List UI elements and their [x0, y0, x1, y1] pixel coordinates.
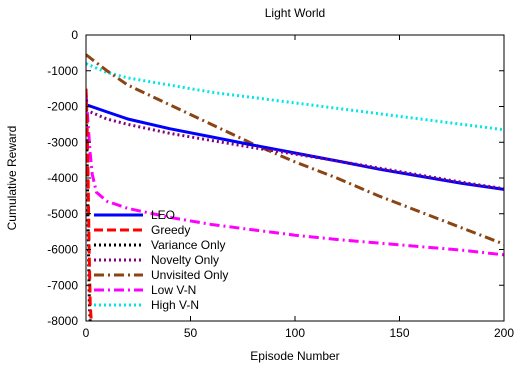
y-tick-label: -8000 — [47, 314, 78, 328]
x-tick-label: 0 — [83, 326, 90, 340]
legend-label: Unvisited Only — [151, 268, 228, 282]
plot-frame — [85, 34, 505, 322]
series-line-leo — [86, 103, 504, 191]
legend-item-leo: LEO — [94, 208, 175, 222]
x-tick-label: 200 — [494, 326, 514, 340]
y-tick-label: -3000 — [47, 135, 78, 149]
x-tick-label: 150 — [389, 326, 409, 340]
legend-item-low-v-n: Low V-N — [94, 283, 196, 297]
y-tick-label: -7000 — [47, 278, 78, 292]
y-tick-label: -6000 — [47, 243, 78, 257]
legend-item-variance-only: Variance Only — [94, 238, 225, 252]
y-tick-label: 0 — [71, 28, 78, 42]
legend-item-high-v-n: High V-N — [94, 298, 199, 312]
chart-title: Light World — [265, 6, 325, 20]
legend-label: High V-N — [151, 298, 199, 312]
series-line-novelty-only — [86, 108, 504, 191]
series-group — [86, 53, 504, 321]
legend-item-unvisited-only: Unvisited Only — [94, 268, 228, 282]
legend-label: LEO — [151, 208, 175, 222]
x-tick-label: 50 — [184, 326, 198, 340]
legend-label: Greedy — [151, 223, 190, 237]
legend-item-greedy: Greedy — [94, 223, 190, 237]
legend-label: Variance Only — [151, 238, 225, 252]
y-tick-label: -2000 — [47, 100, 78, 114]
plot-lines — [86, 53, 504, 321]
x-axis-label: Episode Number — [250, 349, 339, 363]
legend-label: Low V-N — [151, 283, 196, 297]
series-line-high-v-n — [86, 62, 504, 132]
series-line-low-v-n — [86, 92, 504, 257]
series-line-unvisited-only — [86, 53, 504, 246]
y-axis-label: Cumulative Reward — [5, 126, 19, 231]
y-tick-label: -5000 — [47, 207, 78, 221]
y-tick-label: -4000 — [47, 171, 78, 185]
legend-item-novelty-only: Novelty Only — [94, 253, 219, 267]
ticks: 0 50 100 150 200 0 -1000 -2000 -3000 -4000 -5000 -6… — [47, 28, 514, 340]
legend-label: Novelty Only — [151, 253, 219, 267]
y-tick-label: -1000 — [47, 64, 78, 78]
x-tick-label: 100 — [285, 326, 305, 340]
